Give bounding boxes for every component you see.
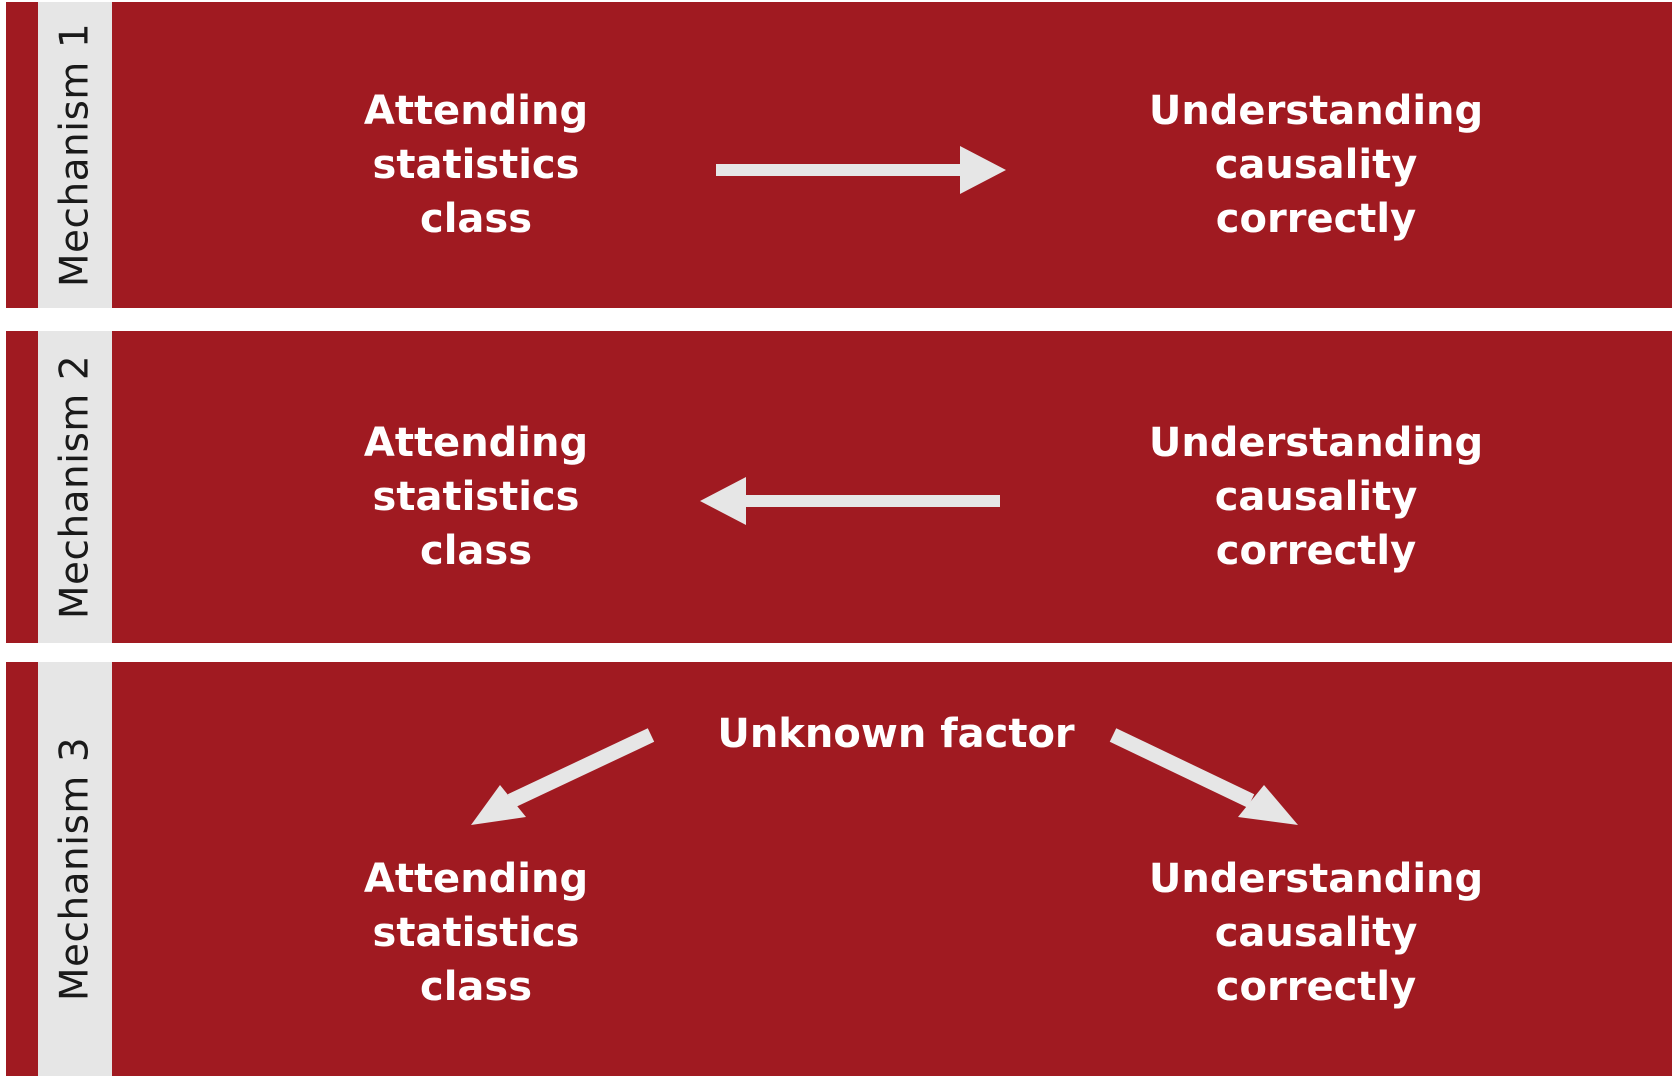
- node-line: class: [419, 964, 533, 1010]
- node-line: statistics: [372, 910, 580, 956]
- node-line: correctly: [1215, 964, 1417, 1010]
- node-line: Attending: [363, 88, 589, 134]
- node-line: Attending: [363, 420, 589, 466]
- understanding-causality-node: Understanding causality correctly: [1126, 84, 1506, 246]
- node-line: statistics: [372, 142, 580, 188]
- mechanism-1-panel: Mechanism 1 Attending statistics class U…: [6, 2, 1672, 308]
- node-line: Understanding: [1148, 856, 1484, 902]
- node-line: Unknown factor: [717, 711, 1075, 757]
- unknown-factor-node: Unknown factor: [696, 707, 1096, 761]
- understanding-causality-node: Understanding causality correctly: [1126, 852, 1506, 1014]
- node-line: statistics: [372, 474, 580, 520]
- attending-statistics-class-node: Attending statistics class: [326, 84, 626, 246]
- node-line: correctly: [1215, 196, 1417, 242]
- attending-statistics-class-node: Attending statistics class: [326, 852, 626, 1014]
- arrow-right-icon: [716, 146, 1006, 194]
- node-line: causality: [1214, 474, 1418, 520]
- understanding-causality-node: Understanding causality correctly: [1126, 416, 1506, 578]
- node-line: Attending: [363, 856, 589, 902]
- node-line: class: [419, 196, 533, 242]
- arrow-down-left-icon: [471, 728, 655, 825]
- mechanism-1-label-strip: Mechanism 1: [38, 2, 112, 308]
- node-line: causality: [1214, 142, 1418, 188]
- mechanism-2-panel: Mechanism 2 Attending statistics class U…: [6, 331, 1672, 643]
- node-line: correctly: [1215, 528, 1417, 574]
- node-line: Understanding: [1148, 420, 1484, 466]
- arrow-left-icon: [700, 477, 1000, 525]
- node-line: causality: [1214, 910, 1418, 956]
- node-line: Understanding: [1148, 88, 1484, 134]
- attending-statistics-class-node: Attending statistics class: [326, 416, 626, 578]
- mechanism-3-label-strip: Mechanism 3: [38, 662, 112, 1076]
- mechanism-2-label: Mechanism 2: [52, 354, 98, 620]
- node-line: class: [419, 528, 533, 574]
- mechanism-1-label: Mechanism 1: [52, 22, 98, 288]
- mechanism-3-panel: Mechanism 3 Unknown factor Attending sta…: [6, 662, 1672, 1076]
- arrow-down-right-icon: [1109, 728, 1298, 825]
- mechanism-2-label-strip: Mechanism 2: [38, 331, 112, 643]
